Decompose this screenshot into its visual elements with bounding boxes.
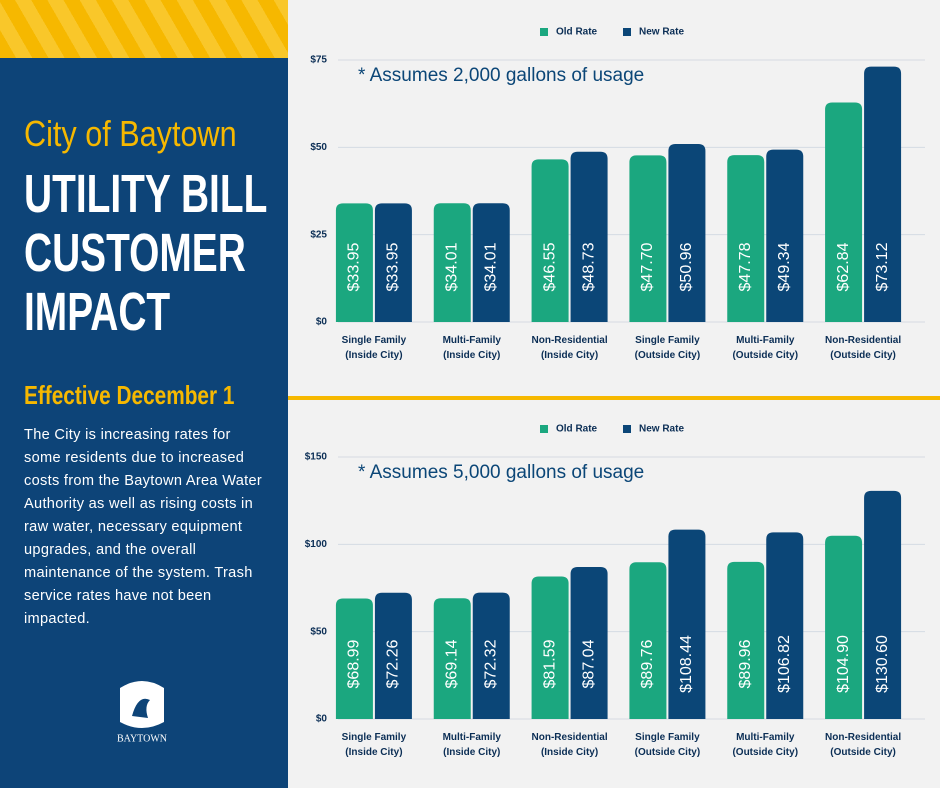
legend-label: Old Rate (556, 424, 598, 435)
effective-date: Effective December 1 (24, 380, 235, 410)
x-tick-label: Non-Residential (Outside City) (825, 732, 901, 758)
x-tick-label: Single Family (Inside City) (342, 335, 407, 361)
x-tick-label: Non-Residential (Inside City) (532, 732, 608, 758)
value-label: $104.90 (835, 635, 852, 693)
bar (531, 576, 569, 719)
bar (570, 566, 608, 719)
title-line: CUSTOMER (24, 223, 246, 283)
legend-swatch (623, 425, 631, 433)
bar (864, 490, 902, 719)
logo: BAYTOWN (117, 681, 167, 744)
bar (472, 203, 510, 322)
value-label: $130.60 (874, 635, 891, 693)
divider (288, 396, 940, 400)
title-line: UTILITY BILL (24, 164, 268, 224)
legend-label: New Rate (639, 27, 684, 38)
value-label: $46.55 (541, 242, 558, 291)
bar (825, 535, 863, 719)
y-tick-label: $75 (310, 55, 327, 66)
x-tick-label: Single Family (Outside City) (635, 732, 701, 758)
value-label: $68.99 (346, 639, 363, 688)
y-tick-label: $100 (305, 539, 328, 550)
bar (433, 203, 471, 322)
value-label: $106.82 (776, 635, 793, 693)
bar (727, 155, 765, 322)
x-tick-label: Multi-Family (Inside City) (443, 732, 502, 758)
bar (766, 149, 804, 322)
value-label: $49.34 (776, 242, 793, 291)
legend-swatch (540, 425, 548, 433)
y-tick-label: $150 (305, 452, 328, 463)
value-label: $108.44 (678, 635, 695, 693)
bar (472, 592, 510, 719)
value-label: $50.96 (678, 242, 695, 291)
bar (825, 102, 863, 322)
bar (531, 159, 569, 322)
bar (570, 151, 608, 322)
bar (335, 203, 373, 322)
city-name: City of Baytown (24, 113, 237, 154)
value-label: $72.26 (385, 639, 402, 688)
title-line: IMPACT (24, 282, 171, 342)
value-label: $89.76 (639, 639, 656, 688)
bar (374, 592, 412, 719)
value-label: $47.70 (639, 242, 656, 291)
value-label: $34.01 (443, 242, 460, 291)
bar (668, 529, 706, 719)
body-text: The City is increasing rates for some re… (24, 427, 263, 627)
x-tick-label: Multi-Family (Inside City) (443, 335, 502, 361)
logo-text: BAYTOWN (117, 733, 167, 744)
bar (864, 66, 902, 322)
x-tick-label: Non-Residential (Inside City) (532, 335, 608, 361)
bar (433, 598, 471, 719)
value-label: $33.95 (346, 242, 363, 291)
y-tick-label: $50 (310, 626, 327, 637)
value-label: $69.14 (443, 639, 460, 688)
bar (727, 561, 765, 719)
value-label: $73.12 (874, 242, 891, 291)
value-label: $81.59 (541, 639, 558, 688)
value-label: $87.04 (580, 639, 597, 688)
bar (668, 143, 706, 322)
value-label: $62.84 (835, 242, 852, 291)
x-tick-label: Single Family (Outside City) (635, 335, 701, 361)
bar (374, 203, 412, 322)
value-label: $47.78 (737, 242, 754, 291)
y-tick-label: $0 (316, 317, 328, 328)
annotation: * Assumes 2,000 gallons of usage (358, 65, 644, 86)
legend-label: Old Rate (556, 27, 598, 38)
bar (629, 155, 667, 322)
x-tick-label: Single Family (Inside City) (342, 732, 407, 758)
y-tick-label: $0 (316, 714, 328, 725)
x-tick-label: Non-Residential (Outside City) (825, 335, 901, 361)
legend-swatch (540, 28, 548, 36)
side-panel: City of Baytown UTILITY BILL CUSTOMER IM… (0, 0, 288, 788)
y-tick-label: $50 (310, 142, 327, 153)
bar (335, 598, 373, 719)
bar (629, 562, 667, 719)
x-tick-label: Multi-Family (Outside City) (732, 335, 798, 361)
value-label: $34.01 (482, 242, 499, 291)
banner (0, 0, 288, 58)
value-label: $72.32 (482, 639, 499, 688)
value-label: $89.96 (737, 639, 754, 688)
legend-label: New Rate (639, 424, 684, 435)
annotation: * Assumes 5,000 gallons of usage (358, 462, 644, 483)
value-label: $48.73 (580, 242, 597, 291)
bar (766, 532, 804, 719)
legend-swatch (623, 28, 631, 36)
logo-bird (132, 698, 150, 718)
x-tick-label: Multi-Family (Outside City) (732, 732, 798, 758)
value-label: $33.95 (385, 242, 402, 291)
y-tick-label: $25 (310, 229, 327, 240)
